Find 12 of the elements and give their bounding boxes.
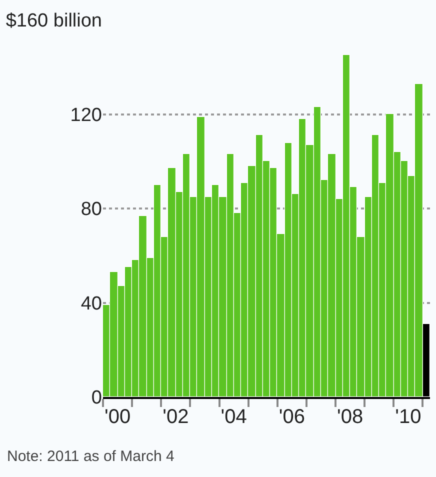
x-tick-label: '06 [278, 406, 305, 428]
y-tick-label: 120 [70, 104, 102, 126]
text: Note: 2011 as of March 4 [7, 448, 174, 465]
x-tick-label: '08 [337, 406, 364, 428]
x-tick-label: '04 [220, 406, 247, 428]
x-tick-label: '02 [162, 406, 189, 428]
y-tick-label: 0 [91, 388, 102, 409]
y-tick-label: 80 [80, 199, 102, 220]
y-tick-label: 40 [80, 293, 102, 314]
x-tick-label: '10 [395, 406, 422, 428]
y-tick-label: $160 billion [6, 10, 102, 32]
x-tick-label: '00 [104, 406, 131, 428]
